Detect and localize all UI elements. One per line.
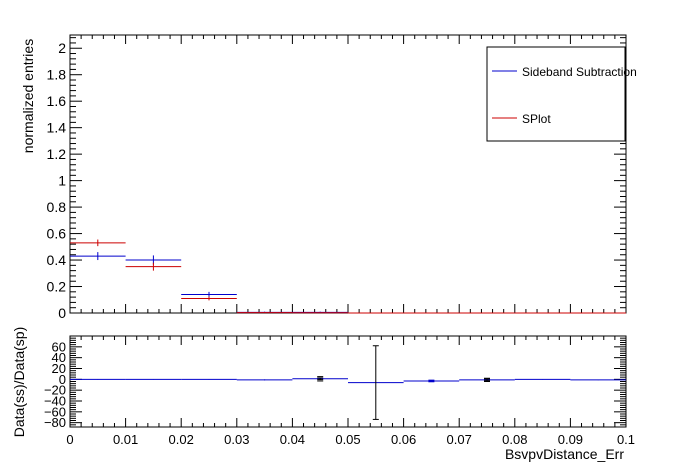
y-tick-label: 0.2 xyxy=(47,278,67,294)
top-y-axis-label: normalized entries xyxy=(20,39,36,153)
legend: Sideband Subtraction SPlot xyxy=(486,46,637,142)
y-tick-label: 0 xyxy=(59,372,66,387)
y-tick-label: 0.8 xyxy=(47,199,67,215)
ratio-y-axis-label: Data(ss)/Data(sp) xyxy=(11,327,27,437)
y-tick-label: 0 xyxy=(58,305,66,321)
legend-label-splot: SPlot xyxy=(522,112,551,126)
y-tick-label: −40 xyxy=(44,394,66,409)
y-tick-label: 2 xyxy=(58,40,66,56)
x-tick-label: 0 xyxy=(66,432,73,447)
legend-label-sideband: Sideband Subtraction xyxy=(522,65,637,79)
y-tick-label: −20 xyxy=(44,383,66,398)
y-tick-label: 1.4 xyxy=(47,120,67,136)
x-axis-label: BsvpvDistance_Err xyxy=(505,446,624,462)
x-tick-label: 0.02 xyxy=(169,432,194,447)
y-tick-label: 0.4 xyxy=(47,252,67,268)
x-tick-label: 0.08 xyxy=(502,432,527,447)
y-tick-label: 1.6 xyxy=(47,93,67,109)
y-tick-label: 1.2 xyxy=(47,146,67,162)
x-tick-label: 0.09 xyxy=(558,432,583,447)
ratio-series xyxy=(70,345,626,420)
y-tick-label: 1.8 xyxy=(47,67,67,83)
y-tick-label: 1 xyxy=(58,173,66,189)
y-tick-label: 40 xyxy=(52,350,66,365)
x-tick-label: 0.1 xyxy=(617,432,635,447)
x-tick-label: 0.03 xyxy=(224,432,249,447)
x-tick-label: 0.06 xyxy=(391,432,416,447)
y-tick-label: −80 xyxy=(44,415,66,430)
legend-box xyxy=(486,46,626,142)
x-tick-label: 0.05 xyxy=(335,432,360,447)
series-splot xyxy=(70,239,626,314)
y-tick-label: 0.6 xyxy=(47,225,67,241)
x-tick-label: 0.01 xyxy=(113,432,138,447)
ratio-pad: 0 0.01 0.02 0.03 0.04 0.05 0.06 0.07 0.08 0.09 0.1… xyxy=(44,335,635,447)
x-tick-label: 0.04 xyxy=(280,432,305,447)
x-tick-label: 0.07 xyxy=(447,432,472,447)
y-tick-label: −60 xyxy=(44,404,66,419)
y-tick-label: 60 xyxy=(52,339,66,354)
y-tick-label: 20 xyxy=(52,361,66,376)
